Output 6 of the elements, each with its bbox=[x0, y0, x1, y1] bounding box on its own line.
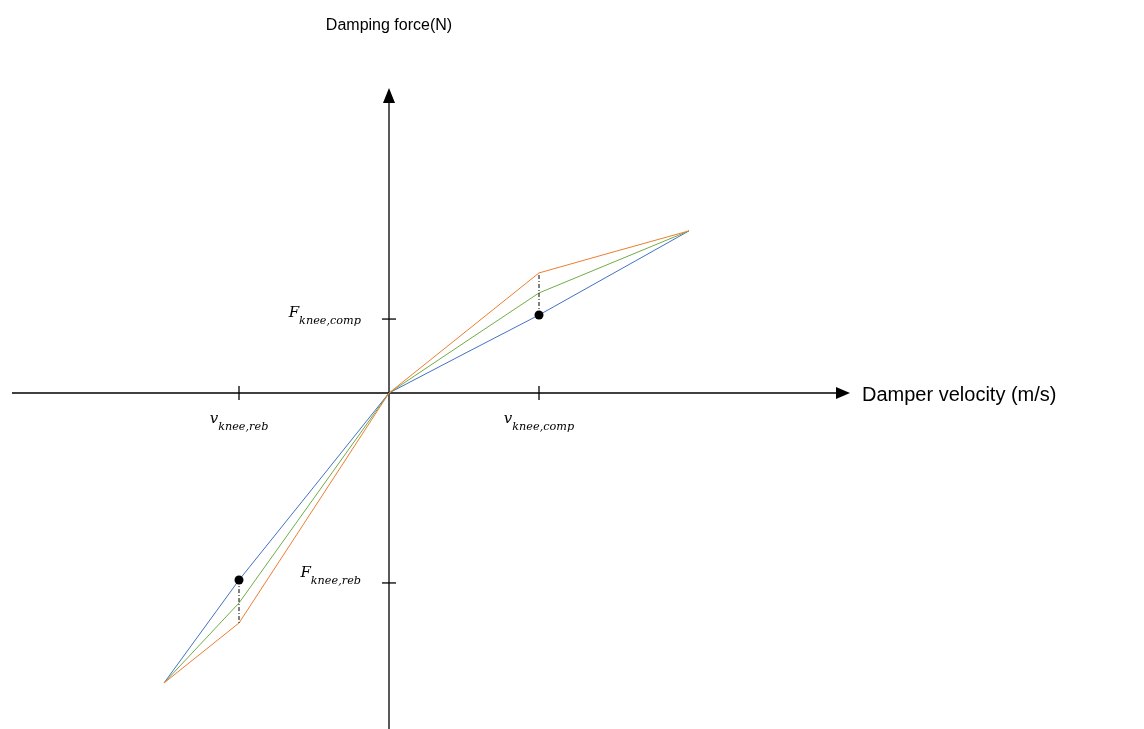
text: Damper velocity (m/s) bbox=[862, 383, 1057, 405]
annotation: F$_{knee,comp}$ bbox=[287, 303, 361, 327]
text: Damping force(N) bbox=[325, 16, 453, 33]
x-tick-label: v$_{knee,reb}$ bbox=[209, 409, 269, 433]
x-tick-label: v$_{knee,comp}$ bbox=[503, 409, 575, 433]
annotation: F$_{knee,reb}$ bbox=[299, 562, 361, 587]
